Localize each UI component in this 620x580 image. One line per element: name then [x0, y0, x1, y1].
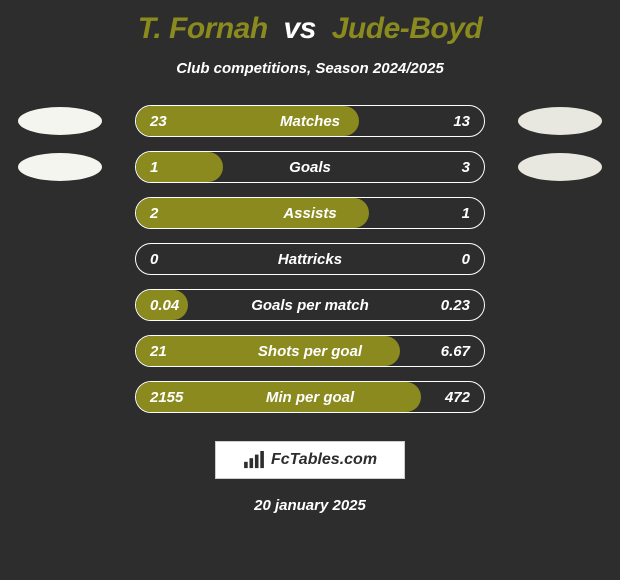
stat-label: Goals — [196, 159, 424, 176]
stat-value-left: 1 — [150, 159, 196, 176]
title-vs: vs — [284, 12, 316, 45]
stat-row: 0Hattricks0 — [0, 243, 620, 275]
stat-bar: 0Hattricks0 — [135, 243, 485, 275]
stat-row: 0.04Goals per match0.23 — [0, 289, 620, 321]
stat-label: Min per goal — [196, 389, 424, 406]
stat-value-right: 0.23 — [424, 297, 470, 314]
stat-label: Assists — [196, 205, 424, 222]
stat-row: 2155Min per goal472 — [0, 381, 620, 413]
team-badge-right — [518, 107, 602, 135]
stat-bar: 0.04Goals per match0.23 — [135, 289, 485, 321]
stat-value-left: 0.04 — [150, 297, 196, 314]
player1-name: T. Fornah — [138, 12, 268, 45]
player2-name: Jude-Boyd — [332, 12, 483, 45]
stat-row: 23Matches13 — [0, 105, 620, 137]
stat-value-left: 2 — [150, 205, 196, 222]
chart-icon — [243, 451, 265, 469]
stat-bar: 2155Min per goal472 — [135, 381, 485, 413]
stat-value-right: 3 — [424, 159, 470, 176]
stat-row: 2Assists1 — [0, 197, 620, 229]
brand-text: FcTables.com — [271, 451, 377, 469]
stat-bar: 21Shots per goal6.67 — [135, 335, 485, 367]
stat-label: Matches — [196, 113, 424, 130]
stat-bar: 1Goals3 — [135, 151, 485, 183]
stat-value-left: 2155 — [150, 389, 196, 406]
stat-row: 21Shots per goal6.67 — [0, 335, 620, 367]
stat-row: 1Goals3 — [0, 151, 620, 183]
stat-bar: 2Assists1 — [135, 197, 485, 229]
stat-value-right: 0 — [424, 251, 470, 268]
stat-bar: 23Matches13 — [135, 105, 485, 137]
stat-label: Hattricks — [196, 251, 424, 268]
stat-label: Goals per match — [196, 297, 424, 314]
stat-value-left: 23 — [150, 113, 196, 130]
team-badge-left — [18, 107, 102, 135]
team-badge-left — [18, 153, 102, 181]
stat-value-right: 472 — [424, 389, 470, 406]
stat-value-right: 6.67 — [424, 343, 470, 360]
stat-value-right: 1 — [424, 205, 470, 222]
stat-label: Shots per goal — [196, 343, 424, 360]
team-badge-right — [518, 153, 602, 181]
brand-badge: FcTables.com — [215, 441, 405, 479]
stats-table: 23Matches131Goals32Assists10Hattricks00.… — [0, 105, 620, 413]
stat-value-left: 21 — [150, 343, 196, 360]
stat-value-right: 13 — [424, 113, 470, 130]
stat-value-left: 0 — [150, 251, 196, 268]
date-text: 20 january 2025 — [0, 497, 620, 514]
subtitle: Club competitions, Season 2024/2025 — [0, 60, 620, 77]
comparison-title: T. Fornah vs Jude-Boyd — [0, 0, 620, 46]
